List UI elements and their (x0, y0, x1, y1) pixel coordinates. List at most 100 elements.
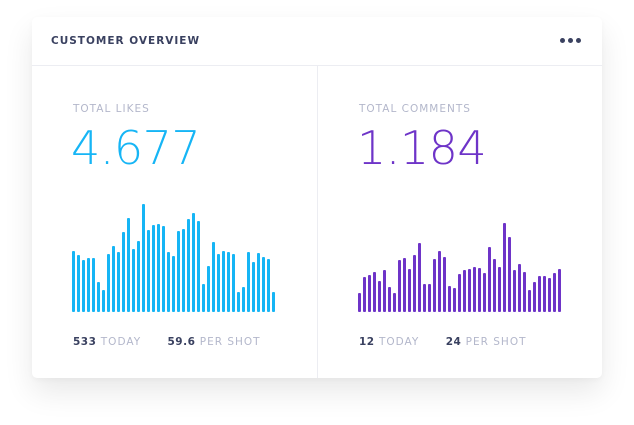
chart-bar (152, 225, 155, 312)
chart-bar (87, 258, 90, 312)
chart-bar (393, 293, 396, 312)
panel-divider (317, 66, 318, 378)
chart-bar (147, 230, 150, 312)
chart-bar (398, 260, 401, 312)
likes-per-shot-stat: 59.6 PER SHOT (167, 336, 260, 348)
comments-today-stat: 12 TODAY (359, 336, 419, 348)
more-horizontal-icon (560, 38, 565, 43)
chart-bar (513, 270, 516, 312)
chart-bar (533, 282, 536, 312)
chart-bar (528, 290, 531, 312)
chart-bar (428, 284, 431, 312)
chart-bar (132, 249, 135, 312)
card-header: CUSTOMER OVERVIEW (32, 17, 602, 66)
likes-per-shot-unit: PER SHOT (199, 336, 261, 348)
chart-bar (222, 251, 225, 312)
comments-bar-chart (318, 196, 603, 316)
chart-bar (202, 284, 205, 312)
chart-bar (252, 262, 255, 312)
chart-bar (217, 254, 220, 312)
chart-bar (468, 269, 471, 312)
chart-bar (413, 255, 416, 312)
chart-bar (72, 251, 75, 312)
chart-bar (162, 226, 165, 312)
chart-bar (127, 218, 130, 312)
chart-bar (92, 258, 95, 312)
chart-bar (167, 252, 170, 312)
chart-bar (508, 237, 511, 312)
chart-bar (157, 224, 160, 312)
chart-bar (247, 252, 250, 312)
chart-bar (267, 259, 270, 312)
chart-bar (142, 204, 145, 312)
chart-bar (518, 264, 521, 312)
chart-bar (388, 287, 391, 312)
chart-bar (237, 292, 240, 312)
chart-bar (117, 252, 120, 312)
chart-bar (383, 270, 386, 312)
chart-bar (423, 284, 426, 312)
card-title: CUSTOMER OVERVIEW (51, 35, 201, 47)
comments-per-shot-stat: 24 PER SHOT (446, 336, 527, 348)
more-options-button[interactable] (560, 37, 582, 45)
chart-bar (272, 292, 275, 312)
chart-bar (368, 275, 371, 312)
comments-panel: TOTAL COMMENTS 1.184 12 TODAY 24 PER SHO… (318, 66, 603, 378)
chart-bar (483, 273, 486, 312)
chart-bar (438, 251, 441, 312)
chart-bar (187, 219, 190, 312)
comments-today-value: 12 (359, 336, 375, 348)
chart-bar (523, 272, 526, 312)
chart-bar (77, 255, 80, 312)
likes-label: TOTAL LIKES (73, 103, 150, 115)
chart-bar (97, 282, 100, 312)
chart-bar (363, 277, 366, 312)
chart-bar (112, 246, 115, 312)
comments-stats: 12 TODAY 24 PER SHOT (359, 336, 549, 348)
customer-overview-card: CUSTOMER OVERVIEW TOTAL LIKES 4.677 533 … (32, 17, 602, 378)
chart-bar (418, 243, 421, 312)
chart-bar (82, 260, 85, 312)
chart-bar (448, 286, 451, 312)
chart-bar (137, 241, 140, 312)
chart-bar (553, 273, 556, 312)
chart-bar (182, 229, 185, 312)
chart-bar (548, 278, 551, 312)
likes-today-value: 533 (73, 336, 97, 348)
chart-bar (257, 253, 260, 312)
chart-bar (212, 242, 215, 312)
chart-bar (232, 254, 235, 312)
more-horizontal-icon (576, 38, 581, 43)
chart-bar (102, 290, 105, 312)
comments-value: 1.184 (357, 121, 487, 175)
chart-bar (433, 259, 436, 312)
chart-bar (172, 256, 175, 312)
bar-chart-svg (72, 204, 275, 312)
chart-bar (478, 268, 481, 312)
chart-bar (543, 276, 546, 312)
chart-bar (207, 266, 210, 312)
chart-bar (408, 269, 411, 312)
chart-bar (473, 267, 476, 312)
likes-value: 4.677 (71, 121, 201, 175)
chart-bar (443, 257, 446, 312)
chart-bar (538, 276, 541, 312)
likes-stats: 533 TODAY 59.6 PER SHOT (73, 336, 283, 348)
chart-bar (197, 221, 200, 312)
likes-panel: TOTAL LIKES 4.677 533 TODAY 59.6 PER SHO… (32, 66, 317, 378)
comments-label: TOTAL COMMENTS (359, 103, 471, 115)
chart-bar (107, 254, 110, 312)
chart-bar (453, 288, 456, 312)
chart-bar (558, 269, 561, 312)
chart-bar (403, 258, 406, 312)
chart-bar (122, 232, 125, 312)
chart-bar (227, 252, 230, 312)
chart-bar (177, 231, 180, 312)
comments-today-unit: TODAY (378, 336, 420, 348)
chart-bar (373, 272, 376, 312)
bar-chart-svg (358, 223, 561, 312)
likes-per-shot-value: 59.6 (167, 336, 196, 348)
chart-bar (242, 287, 245, 312)
chart-bar (503, 223, 506, 312)
comments-per-shot-value: 24 (445, 336, 462, 348)
